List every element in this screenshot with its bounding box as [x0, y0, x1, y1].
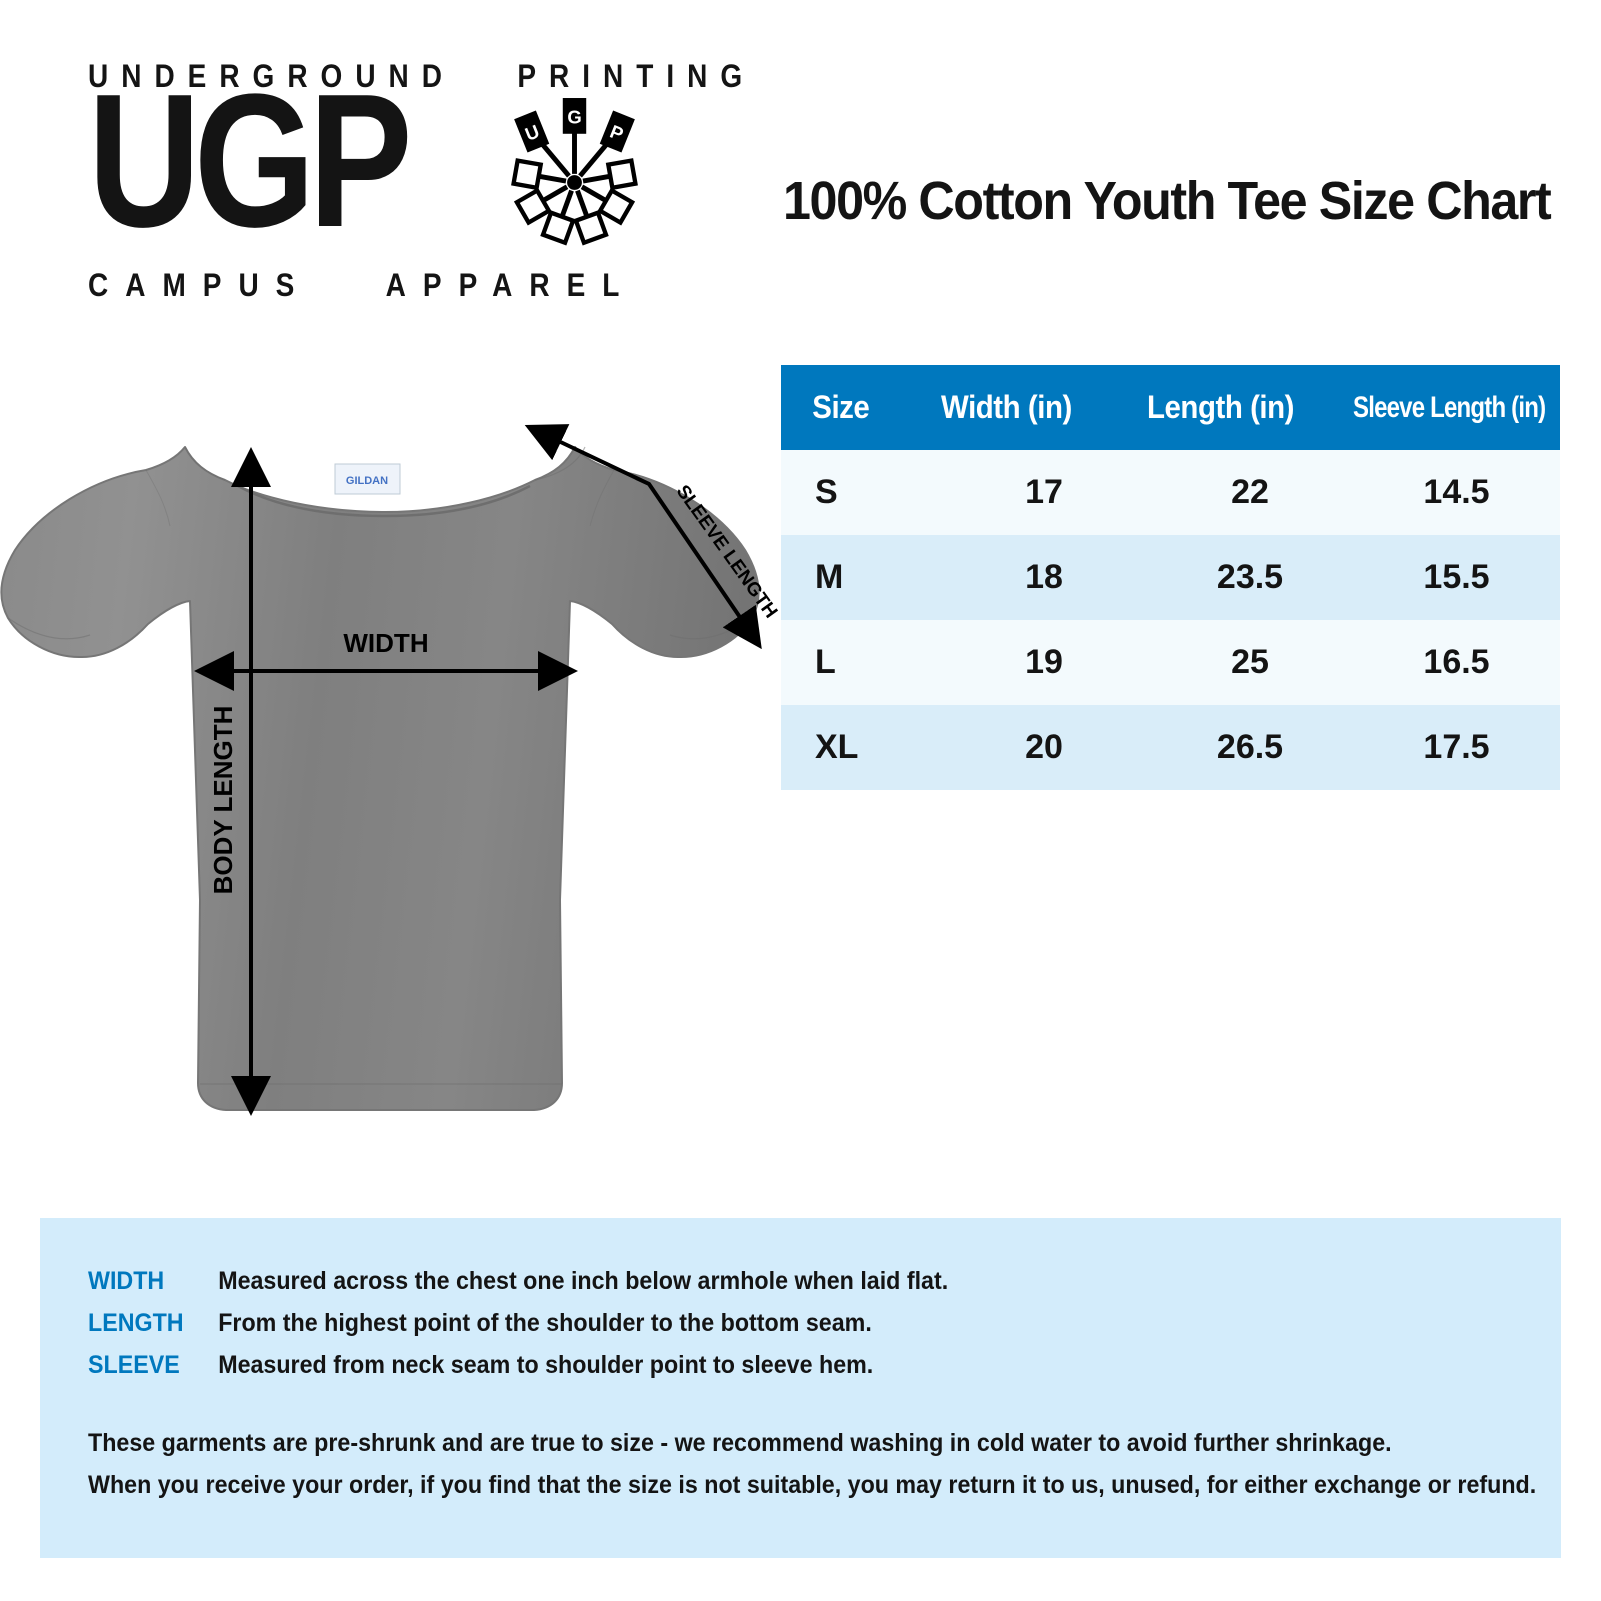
svg-text:BODY LENGTH: BODY LENGTH	[208, 706, 238, 895]
svg-text:WIDTH: WIDTH	[343, 628, 428, 658]
svg-text:G: G	[567, 107, 581, 128]
svg-text:GILDAN: GILDAN	[346, 475, 388, 487]
